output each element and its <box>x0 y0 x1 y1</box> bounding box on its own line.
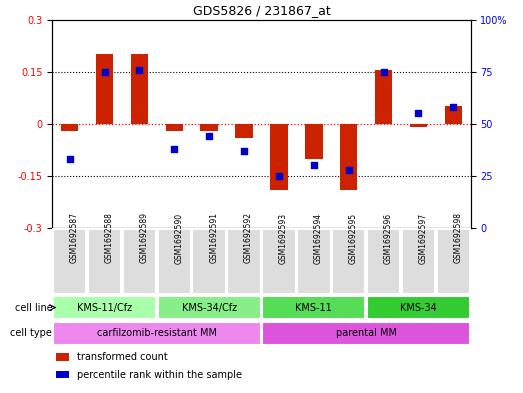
Text: GSM1692592: GSM1692592 <box>244 213 253 263</box>
FancyBboxPatch shape <box>262 296 366 319</box>
Point <box>449 104 458 110</box>
Text: percentile rank within the sample: percentile rank within the sample <box>77 369 242 380</box>
Text: GSM1692590: GSM1692590 <box>174 212 184 264</box>
Point <box>65 156 74 162</box>
FancyBboxPatch shape <box>367 229 400 294</box>
FancyBboxPatch shape <box>437 229 470 294</box>
Text: carfilzomib-resistant MM: carfilzomib-resistant MM <box>97 328 217 338</box>
Bar <box>166 124 183 131</box>
Text: GSM1692597: GSM1692597 <box>418 212 427 264</box>
Text: KMS-11/Cfz: KMS-11/Cfz <box>77 303 132 312</box>
Text: GSM1692591: GSM1692591 <box>209 213 218 263</box>
Point <box>379 68 388 75</box>
FancyBboxPatch shape <box>88 229 121 294</box>
Bar <box>56 371 69 378</box>
FancyBboxPatch shape <box>262 229 295 294</box>
FancyBboxPatch shape <box>332 229 366 294</box>
Text: transformed count: transformed count <box>77 352 168 362</box>
Point <box>345 167 353 173</box>
Point <box>170 146 178 152</box>
Bar <box>445 107 462 124</box>
Text: GSM1692589: GSM1692589 <box>140 213 149 263</box>
Bar <box>270 124 288 190</box>
FancyBboxPatch shape <box>192 229 226 294</box>
FancyBboxPatch shape <box>402 229 435 294</box>
Bar <box>131 54 148 124</box>
Text: cell line: cell line <box>15 303 52 312</box>
Text: GSM1692594: GSM1692594 <box>314 212 323 264</box>
Point <box>100 68 109 75</box>
Bar <box>375 70 392 124</box>
Text: GSM1692596: GSM1692596 <box>383 212 393 264</box>
Bar <box>200 124 218 131</box>
FancyBboxPatch shape <box>53 296 156 319</box>
Bar <box>56 353 69 361</box>
FancyBboxPatch shape <box>53 229 86 294</box>
FancyBboxPatch shape <box>297 229 331 294</box>
Bar <box>305 124 323 158</box>
FancyBboxPatch shape <box>123 229 156 294</box>
FancyBboxPatch shape <box>262 321 470 345</box>
Title: GDS5826 / 231867_at: GDS5826 / 231867_at <box>192 4 331 17</box>
Text: KMS-34/Cfz: KMS-34/Cfz <box>181 303 237 312</box>
FancyBboxPatch shape <box>228 229 261 294</box>
Text: GSM1692588: GSM1692588 <box>105 213 113 263</box>
Point <box>414 110 423 117</box>
FancyBboxPatch shape <box>157 296 261 319</box>
Bar <box>96 54 113 124</box>
Bar <box>61 124 78 131</box>
Text: parental MM: parental MM <box>336 328 396 338</box>
Point <box>310 162 318 169</box>
Text: GSM1692593: GSM1692593 <box>279 212 288 264</box>
Point <box>240 148 248 154</box>
FancyBboxPatch shape <box>157 229 191 294</box>
Bar <box>410 124 427 127</box>
Text: KMS-34: KMS-34 <box>400 303 437 312</box>
Point <box>205 133 213 140</box>
Text: GSM1692598: GSM1692598 <box>453 213 462 263</box>
Bar <box>340 124 357 190</box>
Bar <box>235 124 253 138</box>
Text: GSM1692587: GSM1692587 <box>70 213 79 263</box>
Text: cell type: cell type <box>10 328 52 338</box>
FancyBboxPatch shape <box>367 296 470 319</box>
FancyBboxPatch shape <box>53 321 261 345</box>
Point <box>135 66 144 73</box>
Text: GSM1692595: GSM1692595 <box>349 212 358 264</box>
Text: KMS-11: KMS-11 <box>295 303 332 312</box>
Point <box>275 173 283 179</box>
